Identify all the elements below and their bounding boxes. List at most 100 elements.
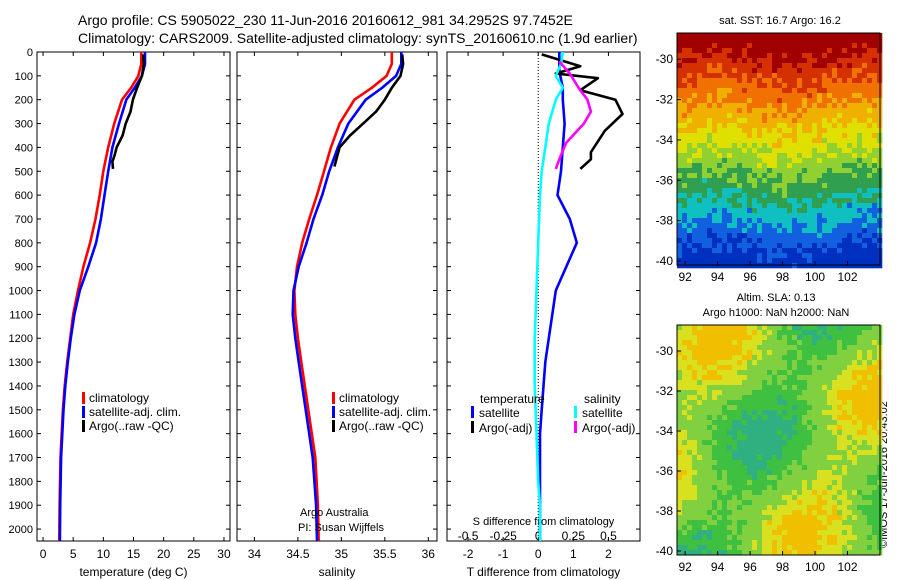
map-cell — [687, 43, 693, 49]
map-cell — [777, 485, 783, 491]
map-cell — [737, 485, 743, 491]
map-cell — [742, 228, 748, 234]
map-cell — [687, 123, 693, 129]
map-cell — [867, 118, 873, 124]
map-cell — [802, 495, 808, 501]
map-cell — [702, 380, 708, 386]
map-cell — [797, 33, 803, 39]
map-cell — [702, 113, 708, 119]
map-cell — [847, 168, 853, 174]
map-cell — [782, 360, 788, 366]
map-cell — [727, 535, 733, 541]
map-cell — [737, 263, 743, 269]
map-cell — [812, 198, 818, 204]
map-cell — [857, 475, 863, 481]
map-cell — [777, 93, 783, 99]
map-cell — [677, 103, 683, 109]
map-4 — [677, 325, 883, 556]
map-cell — [692, 243, 698, 249]
map-cell — [787, 143, 793, 149]
map-cell — [747, 370, 753, 376]
map-cell — [762, 243, 768, 249]
map-cell — [757, 143, 763, 149]
map-cell — [842, 345, 848, 351]
map-cell — [812, 530, 818, 536]
map-cell — [862, 148, 868, 154]
map-cell — [787, 58, 793, 64]
map-cell — [772, 198, 778, 204]
map-cell — [847, 435, 853, 441]
map-cell — [842, 63, 848, 69]
map-cell — [767, 395, 773, 401]
map-cell — [737, 385, 743, 391]
map-cell — [712, 325, 718, 331]
map-cell — [852, 530, 858, 536]
map-cell — [737, 33, 743, 39]
map-cell — [792, 108, 798, 114]
x-tick-label: 1 — [570, 547, 577, 561]
map-cell — [777, 410, 783, 416]
map-cell — [797, 208, 803, 214]
map-cell — [682, 73, 688, 79]
map-cell — [687, 63, 693, 69]
legend-swatch — [82, 420, 85, 432]
map-cell — [817, 108, 823, 114]
map-cell — [807, 108, 813, 114]
map-cell — [817, 163, 823, 169]
x-axis-label: temperature (deg C) — [79, 565, 187, 579]
map-cell — [717, 425, 723, 431]
map-cell — [677, 233, 683, 239]
map-cell — [717, 248, 723, 254]
map-cell — [687, 405, 693, 411]
map-cell — [737, 340, 743, 346]
map-cell — [757, 218, 763, 224]
map-cell — [872, 350, 878, 356]
map-cell — [732, 445, 738, 451]
map-cell — [767, 123, 773, 129]
map-cell — [792, 58, 798, 64]
map-cell — [732, 500, 738, 506]
map-cell — [782, 83, 788, 89]
map-cell — [737, 495, 743, 501]
map-cell — [832, 128, 838, 134]
legend-label: climatology — [89, 391, 149, 405]
map-cell — [782, 73, 788, 79]
map-cell — [677, 495, 683, 501]
map-cell — [677, 475, 683, 481]
map-cell — [812, 243, 818, 249]
map-cell — [762, 435, 768, 441]
map-cell — [747, 168, 753, 174]
map-cell — [697, 213, 703, 219]
map-cell — [702, 335, 708, 341]
map-cell — [792, 48, 798, 54]
map-cell — [827, 510, 833, 516]
map-cell — [767, 475, 773, 481]
map-cell — [822, 340, 828, 346]
map-cell — [872, 420, 878, 426]
map-cell — [772, 118, 778, 124]
map-cell — [702, 263, 708, 269]
map-cell — [702, 258, 708, 264]
map-cell — [802, 535, 808, 541]
map-cell — [792, 163, 798, 169]
map-cell — [782, 455, 788, 461]
map-cell — [792, 355, 798, 361]
map-cell — [842, 540, 848, 546]
map-cell — [827, 218, 833, 224]
map-cell — [827, 380, 833, 386]
map-lat-label: -32 — [656, 384, 674, 398]
map-cell — [817, 340, 823, 346]
map-cell — [757, 415, 763, 421]
map-cell — [792, 178, 798, 184]
map-cell — [867, 480, 873, 486]
map-cell — [762, 163, 768, 169]
map-cell — [787, 48, 793, 54]
map-cell — [817, 228, 823, 234]
map-cell — [857, 405, 863, 411]
map-cell — [717, 228, 723, 234]
map-cell — [742, 525, 748, 531]
map-cell — [867, 435, 873, 441]
map-cell — [732, 440, 738, 446]
map-cell — [782, 103, 788, 109]
map-cell — [867, 58, 873, 64]
